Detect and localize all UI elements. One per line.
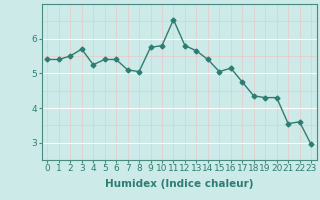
- X-axis label: Humidex (Indice chaleur): Humidex (Indice chaleur): [105, 179, 253, 189]
